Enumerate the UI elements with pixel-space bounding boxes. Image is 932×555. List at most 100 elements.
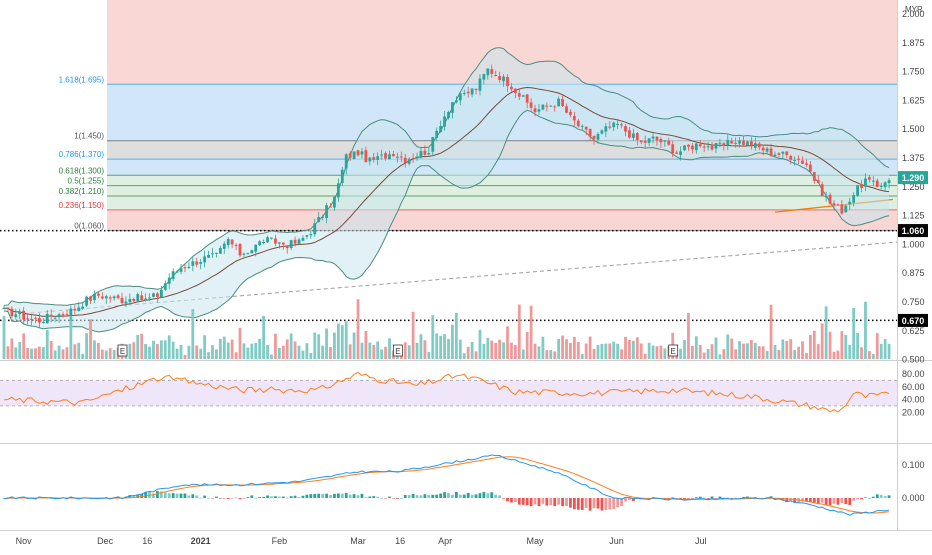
candle-body: [576, 120, 580, 127]
volume-bar: [356, 299, 360, 359]
volume-bar: [61, 349, 65, 359]
volume-bar: [549, 349, 553, 359]
candle-body: [620, 124, 623, 126]
volume-bar: [187, 345, 191, 359]
macd-histogram-bar: [470, 494, 474, 498]
volume-bar: [502, 342, 505, 359]
candle-body: [10, 308, 14, 317]
macd-histogram-bar: [510, 498, 513, 503]
macd-histogram-bar: [706, 498, 710, 499]
macd-histogram-bar: [871, 496, 875, 498]
volume-bar: [376, 341, 380, 359]
volume-bar: [423, 340, 427, 359]
macd-histogram-bar: [258, 497, 262, 498]
macd-histogram-bar: [458, 494, 462, 498]
candle-body: [120, 297, 124, 304]
macd-histogram-bar: [49, 497, 53, 499]
volume-bar: [297, 345, 301, 359]
candle-body: [867, 177, 871, 180]
volume-bar: [407, 345, 411, 359]
macd-histogram-bar: [203, 495, 207, 498]
macd-histogram-bar: [580, 498, 584, 510]
candle-body: [635, 132, 639, 140]
candle-body: [553, 106, 557, 108]
volume-bar: [41, 347, 45, 359]
fib-label: 0(1.060): [74, 222, 104, 231]
volume-bar: [85, 333, 89, 359]
candle-body: [167, 277, 171, 284]
candle-body: [69, 308, 73, 316]
candle-body: [427, 153, 431, 155]
candle-body: [148, 297, 151, 299]
candle-body: [336, 183, 340, 198]
candle-body: [199, 262, 203, 264]
candle-body: [746, 141, 749, 146]
volume-bar: [313, 332, 317, 359]
volume-bar: [128, 343, 132, 359]
bollinger-basis: [3, 86, 890, 317]
candle-body: [777, 153, 781, 155]
price-tag-label: 1.060: [902, 226, 925, 236]
macd-histogram-bar: [340, 493, 344, 498]
macd-histogram-bar: [690, 498, 694, 499]
candle-body: [490, 69, 494, 74]
volume-bar: [167, 335, 171, 359]
volume-bar: [738, 341, 741, 359]
candle-body: [215, 252, 218, 254]
volume-bar: [710, 344, 714, 359]
volume-bar: [871, 354, 875, 359]
macd-histogram-bar: [384, 498, 387, 499]
fib-band: [107, 159, 897, 176]
volume-bar: [179, 345, 183, 359]
volume-bar: [537, 346, 541, 359]
macd-histogram-bar: [844, 498, 848, 505]
volume-bar: [89, 319, 92, 359]
macd-histogram-bar: [805, 498, 808, 502]
candle-body: [502, 76, 505, 82]
candle-body: [140, 295, 144, 301]
price-tick-label: 1.500: [902, 124, 925, 134]
volume-bar: [761, 346, 765, 359]
price-tick-label: 1.250: [902, 182, 925, 192]
volume-bar: [93, 340, 96, 359]
earnings-marker: [392, 344, 403, 357]
candle-body: [769, 148, 773, 156]
candle-body: [683, 145, 686, 151]
candle-body: [781, 151, 785, 154]
volume-bar: [631, 340, 635, 359]
candle-body: [718, 142, 722, 144]
macd-histogram-bar: [561, 498, 564, 507]
macd-histogram-bar: [502, 498, 505, 500]
macd-histogram-bar: [553, 498, 557, 507]
volume-bar: [596, 344, 600, 359]
volume-bar: [344, 321, 348, 359]
candle-body: [510, 86, 513, 90]
macd-histogram-bar: [132, 495, 136, 498]
volume-bar: [824, 306, 828, 359]
volume-bar: [675, 354, 679, 359]
candle-body: [419, 151, 423, 158]
candle-body: [848, 201, 852, 205]
volume-bar: [643, 353, 647, 359]
macd-histogram-bar: [533, 498, 537, 505]
candle-body: [785, 151, 789, 156]
volume-bar: [144, 343, 148, 359]
fib-band: [107, 209, 897, 231]
candle-body: [439, 126, 443, 133]
candle-body: [270, 237, 273, 239]
macd-histogram-bar: [879, 494, 883, 498]
candle-body: [454, 100, 458, 103]
candle-body: [348, 153, 352, 158]
macd-histogram-bar: [482, 491, 486, 498]
macd-histogram-bar: [734, 497, 738, 499]
candle-body: [820, 184, 824, 197]
time-tick-label: May: [527, 536, 545, 546]
volume-bar: [380, 349, 384, 359]
volume-bar: [513, 345, 517, 359]
volume-bar: [242, 343, 246, 359]
macd-histogram-bar: [549, 498, 553, 506]
macd-histogram-bar: [266, 495, 269, 498]
volume-bar: [734, 349, 738, 359]
fib-label: 0.382(1.210): [59, 187, 105, 196]
time-tick-label: Apr: [438, 536, 452, 546]
